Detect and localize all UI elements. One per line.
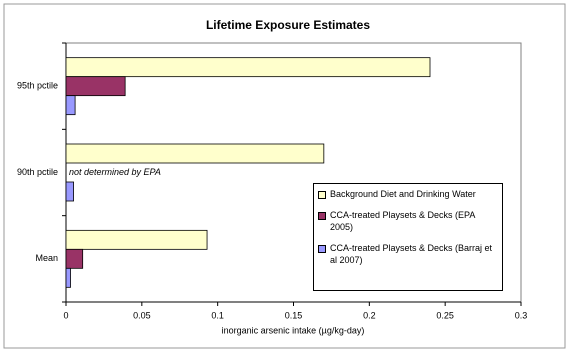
legend: Background Diet and Drinking Water CCA-tr… — [313, 183, 503, 291]
bar — [65, 248, 84, 269]
bar — [65, 229, 208, 250]
x-tick-label: 0.15 — [285, 310, 303, 320]
legend-entry: CCA-treated Playsets & Decks (EPA 2005) — [318, 209, 498, 233]
x-axis-label: inorganic arsenic intake (µg/kg-day) — [222, 325, 365, 335]
legend-entry: Background Diet and Drinking Water — [318, 188, 498, 200]
y-tick-label: Mean — [35, 253, 58, 263]
legend-swatch — [318, 212, 326, 220]
x-tick-label: 0.3 — [515, 310, 528, 320]
x-tick-label: 0.2 — [363, 310, 376, 320]
bar — [65, 143, 325, 164]
x-tick-label: 0 — [63, 310, 68, 320]
x-tick-label: 0.25 — [436, 310, 454, 320]
legend-label: CCA-treated Playsets & Decks (Barraj et … — [330, 243, 493, 265]
y-tick-label: 90th pctile — [17, 167, 58, 177]
bar — [65, 181, 74, 202]
bar — [65, 57, 431, 78]
legend-label: Background Diet and Drinking Water — [330, 189, 476, 199]
legend-swatch — [318, 191, 326, 199]
chart-title: Lifetime Exposure Estimates — [206, 18, 370, 32]
legend-swatch — [318, 245, 326, 253]
legend-label: CCA-treated Playsets & Decks (EPA 2005) — [330, 210, 475, 232]
bar — [65, 95, 76, 116]
annotation: not determined by EPA — [69, 167, 161, 177]
x-tick-label: 0.1 — [211, 310, 224, 320]
bar — [65, 76, 126, 97]
legend-entry: CCA-treated Playsets & Decks (Barraj et … — [318, 242, 498, 266]
x-tick-label: 0.05 — [133, 310, 151, 320]
bar — [65, 267, 71, 288]
y-tick-label: 95th pctile — [17, 81, 58, 91]
